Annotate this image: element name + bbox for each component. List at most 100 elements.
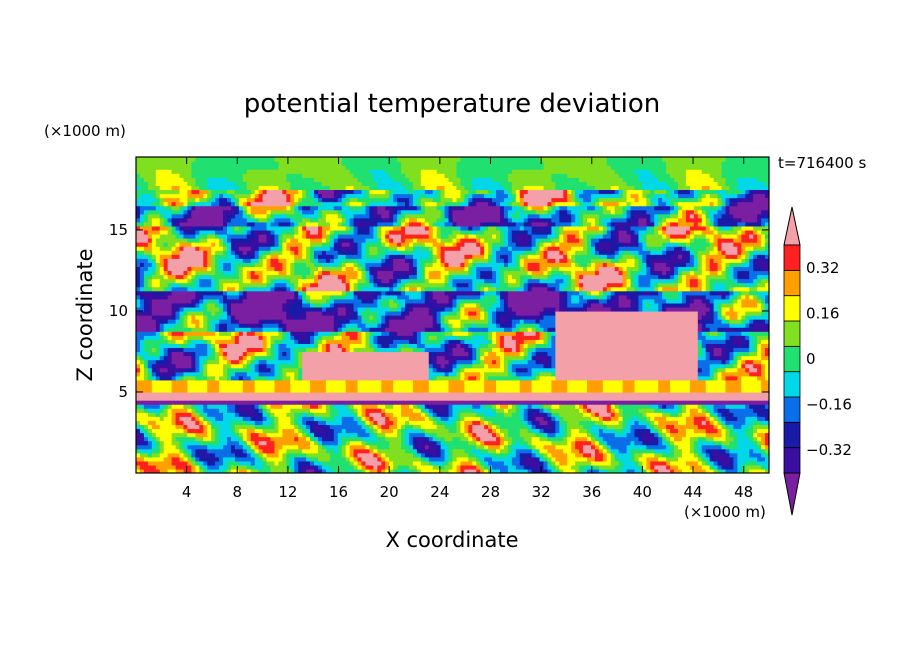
- heatmap-cell: [658, 432, 663, 438]
- heatmap-cell: [737, 408, 742, 413]
- heatmap-cell: [420, 400, 426, 405]
- heatmap-cell: [195, 371, 200, 377]
- heatmap-cell: [523, 347, 529, 353]
- heatmap-cell: [638, 404, 643, 409]
- heatmap-cell: [159, 375, 165, 381]
- heatmap-cell: [662, 416, 667, 421]
- heatmap-cell: [693, 416, 699, 421]
- heatmap-cell: [306, 383, 311, 389]
- heatmap-cell: [306, 351, 311, 357]
- heatmap-cell: [587, 347, 592, 353]
- heatmap-cell: [416, 464, 422, 470]
- heatmap-cell: [155, 460, 161, 466]
- heatmap-cell: [701, 448, 707, 454]
- heatmap-cell: [397, 412, 402, 417]
- heatmap-cell: [143, 391, 149, 397]
- heatmap-cell: [503, 464, 509, 470]
- heatmap-cell: [325, 375, 331, 381]
- heatmap-cell: [741, 379, 746, 385]
- heatmap-cell: [697, 375, 703, 381]
- heatmap-cell: [579, 444, 584, 450]
- heatmap-cell: [412, 432, 418, 438]
- heatmap-cell: [242, 371, 248, 377]
- heatmap-cell: [753, 367, 758, 373]
- heatmap-cell: [472, 347, 477, 353]
- heatmap-cell: [428, 367, 434, 373]
- heatmap-cell: [559, 379, 564, 385]
- heatmap-cell: [321, 383, 327, 389]
- heatmap-cell: [333, 379, 339, 385]
- heatmap-cell: [353, 400, 359, 405]
- heatmap-cell: [298, 396, 303, 401]
- heatmap-cell: [416, 436, 422, 442]
- heatmap-cell: [646, 375, 651, 381]
- heatmap-cell: [527, 404, 533, 409]
- heatmap-cell: [424, 412, 430, 417]
- heatmap-cell: [721, 387, 727, 393]
- heatmap-cell: [543, 355, 549, 361]
- heatmap-cell: [389, 420, 394, 425]
- heatmap-cell: [492, 379, 497, 385]
- heatmap-cell: [341, 383, 347, 389]
- heatmap-cell: [207, 367, 212, 373]
- heatmap-cell: [606, 383, 612, 389]
- heatmap-cell: [626, 440, 632, 446]
- heatmap-cell: [733, 375, 738, 381]
- heatmap-cell: [618, 404, 624, 409]
- heatmap-cell: [211, 432, 216, 438]
- heatmap-cell: [191, 391, 196, 397]
- heatmap-cell: [456, 347, 462, 353]
- heatmap-cell: [725, 367, 731, 373]
- heatmap-cell: [369, 379, 374, 385]
- heatmap-cell: [567, 379, 572, 385]
- heatmap-cell: [444, 351, 450, 357]
- heatmap-cell: [234, 379, 240, 385]
- heatmap-cell: [733, 452, 738, 458]
- heatmap-cell: [333, 468, 339, 473]
- heatmap-cell: [294, 428, 299, 434]
- heatmap-cell: [511, 416, 517, 421]
- heatmap-cell: [286, 468, 291, 473]
- heatmap-cell: [424, 404, 430, 409]
- heatmap-cell: [705, 460, 711, 466]
- heatmap-cell: [349, 355, 355, 361]
- heatmap-cell: [559, 452, 564, 458]
- heatmap-cell: [693, 359, 699, 365]
- heatmap-cell: [139, 420, 145, 425]
- heatmap-cell: [199, 432, 204, 438]
- heatmap-cell: [389, 383, 394, 389]
- heatmap-cell: [432, 468, 438, 473]
- heatmap-cell: [753, 379, 758, 385]
- heatmap-cell: [638, 359, 643, 365]
- heatmap-cell: [527, 468, 533, 473]
- heatmap-cell: [555, 408, 560, 413]
- heatmap-cell: [242, 440, 248, 446]
- heatmap-cell: [420, 367, 426, 373]
- heatmap-cell: [298, 371, 303, 377]
- heatmap-cell: [314, 432, 319, 438]
- heatmap-cell: [306, 416, 311, 421]
- heatmap-cell: [444, 424, 450, 430]
- heatmap-cell: [681, 359, 687, 365]
- heatmap-cell: [511, 456, 517, 462]
- heatmap-cell: [638, 363, 643, 369]
- heatmap-cell: [377, 387, 382, 393]
- heatmap-cell: [187, 351, 192, 357]
- heatmap-cell: [306, 432, 311, 438]
- heatmap-cell: [139, 391, 145, 397]
- heatmap-cell: [551, 375, 556, 381]
- heatmap-cell: [143, 367, 149, 373]
- heatmap-cell: [733, 416, 738, 421]
- heatmap-cell: [321, 404, 327, 409]
- heatmap-cell: [681, 448, 687, 454]
- heatmap-cell: [337, 367, 343, 373]
- heatmap-cell: [353, 408, 359, 413]
- heatmap-cell: [385, 416, 390, 421]
- heatmap-cell: [254, 383, 260, 389]
- heatmap-cell: [226, 428, 232, 434]
- heatmap-cell: [191, 416, 196, 421]
- heatmap-cell: [499, 424, 505, 430]
- heatmap-cell: [575, 367, 580, 373]
- heatmap-cell: [401, 363, 406, 369]
- heatmap-cell: [270, 379, 276, 385]
